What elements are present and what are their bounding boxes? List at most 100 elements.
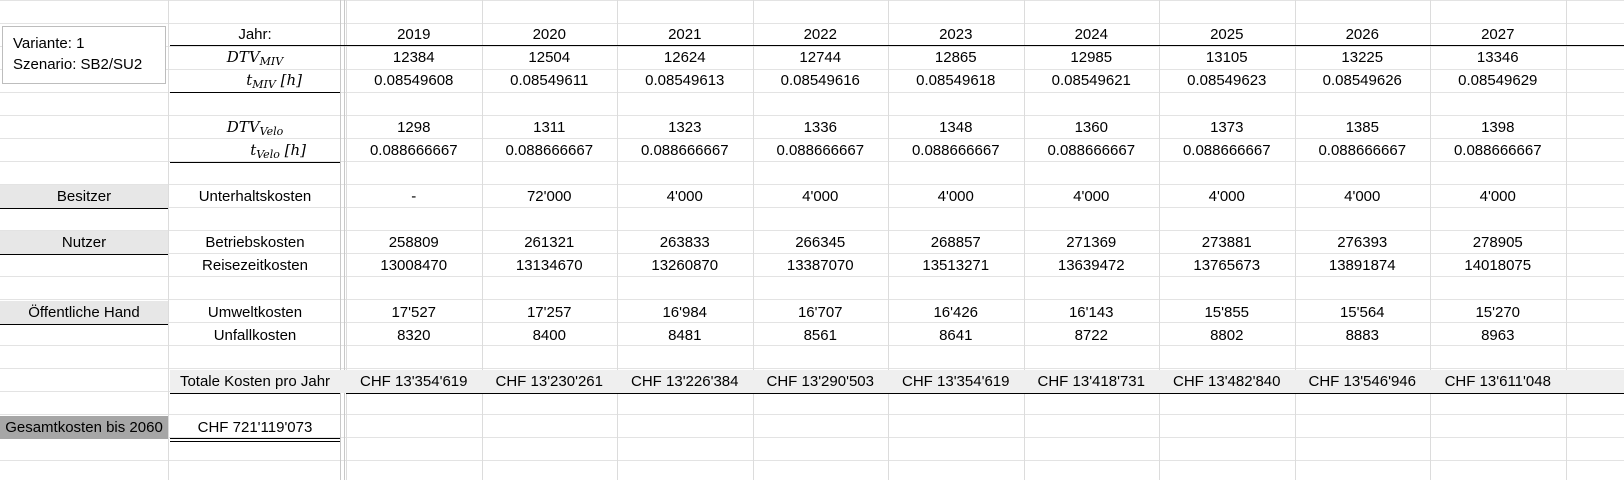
reisezeitkosten-cell-2027[interactable]: 14018075: [1464, 257, 1532, 274]
unterhaltskosten-cell-2026[interactable]: 4'000: [1344, 188, 1381, 205]
unfallkosten-cell-2025[interactable]: 8802: [1210, 327, 1244, 344]
total-cost-cell-2023[interactable]: CHF 13'354'619: [902, 373, 1010, 390]
total-cost-cell-2025[interactable]: CHF 13'482'840: [1173, 373, 1281, 390]
unterhaltskosten-cell-2019[interactable]: -: [411, 188, 417, 205]
year-header-2021[interactable]: 2021: [668, 26, 702, 43]
unfallkosten-cell-2019[interactable]: 8320: [397, 327, 431, 344]
unterhaltskosten-cell-2022[interactable]: 4'000: [802, 188, 839, 205]
year-header-2027[interactable]: 2027: [1481, 26, 1515, 43]
item-umweltkosten-label[interactable]: Umweltkosten: [207, 304, 303, 321]
gesamtkosten-value[interactable]: CHF 721'119'073: [197, 419, 313, 436]
category-nutzer[interactable]: Nutzer: [0, 231, 168, 254]
dtv-velo-cell-2019[interactable]: 1298: [397, 119, 431, 136]
year-header-2019[interactable]: 2019: [397, 26, 431, 43]
year-header-2024[interactable]: 2024: [1074, 26, 1108, 43]
t-velo-label[interactable]: tVelo [h]: [170, 139, 340, 162]
t-velo-cell-2025[interactable]: 0.088666667: [1182, 142, 1271, 159]
unterhaltskosten-cell-2024[interactable]: 4'000: [1073, 188, 1110, 205]
t-velo-cell-2022[interactable]: 0.088666667: [776, 142, 865, 159]
t-velo-cell-2024[interactable]: 0.088666667: [1047, 142, 1136, 159]
t-miv-cell-2025[interactable]: 0.08549623: [1187, 72, 1267, 89]
t-miv-cell-2022[interactable]: 0.08549616: [780, 72, 860, 89]
dtv-velo-cell-2024[interactable]: 1360: [1074, 119, 1108, 136]
item-betriebskosten-label[interactable]: Betriebskosten: [205, 234, 305, 251]
dtv-miv-cell-2022[interactable]: 12744: [799, 49, 842, 66]
betriebskosten-cell-2020[interactable]: 261321: [524, 234, 575, 251]
unfallkosten-cell-2020[interactable]: 8400: [532, 327, 566, 344]
t-miv-cell-2027[interactable]: 0.08549629: [1458, 72, 1538, 89]
item-unterhaltskosten-label[interactable]: Unterhaltskosten: [198, 188, 312, 205]
betriebskosten-cell-2027[interactable]: 278905: [1472, 234, 1523, 251]
total-cost-cell-2027[interactable]: CHF 13'611'048: [1444, 373, 1551, 390]
umweltkosten-cell-2019[interactable]: 17'527: [391, 304, 437, 321]
betriebskosten-cell-2024[interactable]: 271369: [1066, 234, 1117, 251]
reisezeitkosten-cell-2020[interactable]: 13134670: [515, 257, 583, 274]
item-reisezeitkosten-label[interactable]: Reisezeitkosten: [202, 257, 308, 274]
umweltkosten-cell-2023[interactable]: 16'426: [933, 304, 979, 321]
item-unfallkosten-label[interactable]: Unfallkosten: [213, 327, 297, 344]
reisezeitkosten-cell-2019[interactable]: 13008470: [380, 257, 448, 274]
t-velo-cell-2026[interactable]: 0.088666667: [1318, 142, 1407, 159]
unterhaltskosten-cell-2020[interactable]: 72'000: [526, 188, 572, 205]
t-velo-cell-2027[interactable]: 0.088666667: [1453, 142, 1542, 159]
totals-label[interactable]: Totale Kosten pro Jahr: [179, 373, 331, 390]
dtv-velo-cell-2022[interactable]: 1336: [803, 119, 837, 136]
dtv-velo-cell-2027[interactable]: 1398: [1481, 119, 1515, 136]
t-miv-label[interactable]: tMIV [h]: [170, 69, 340, 92]
unterhaltskosten-cell-2025[interactable]: 4'000: [1208, 188, 1245, 205]
unfallkosten-cell-2022[interactable]: 8561: [803, 327, 837, 344]
dtv-velo-cell-2020[interactable]: 1311: [533, 119, 566, 136]
dtv-miv-cell-2023[interactable]: 12865: [934, 49, 977, 66]
total-cost-cell-2019[interactable]: CHF 13'354'619: [360, 373, 468, 390]
dtv-velo-label[interactable]: DTVVelo: [170, 116, 340, 139]
total-cost-cell-2020[interactable]: CHF 13'230'261: [495, 373, 603, 390]
category-besitzer[interactable]: Besitzer: [0, 185, 168, 208]
year-header-label[interactable]: Jahr:: [238, 26, 272, 43]
t-velo-cell-2021[interactable]: 0.088666667: [640, 142, 729, 159]
umweltkosten-cell-2024[interactable]: 16'143: [1068, 304, 1114, 321]
dtv-miv-cell-2021[interactable]: 12624: [663, 49, 706, 66]
reisezeitkosten-cell-2022[interactable]: 13387070: [786, 257, 854, 274]
dtv-velo-cell-2025[interactable]: 1373: [1210, 119, 1244, 136]
t-miv-cell-2023[interactable]: 0.08549618: [916, 72, 996, 89]
unterhaltskosten-cell-2027[interactable]: 4'000: [1479, 188, 1516, 205]
t-miv-cell-2021[interactable]: 0.08549613: [645, 72, 725, 89]
reisezeitkosten-cell-2021[interactable]: 13260870: [651, 257, 719, 274]
dtv-miv-cell-2027[interactable]: 13346: [1476, 49, 1519, 66]
betriebskosten-cell-2022[interactable]: 266345: [795, 234, 846, 251]
unfallkosten-cell-2026[interactable]: 8883: [1345, 327, 1379, 344]
year-header-2025[interactable]: 2025: [1210, 26, 1244, 43]
dtv-miv-cell-2026[interactable]: 13225: [1341, 49, 1384, 66]
betriebskosten-cell-2023[interactable]: 268857: [930, 234, 981, 251]
unfallkosten-cell-2024[interactable]: 8722: [1074, 327, 1108, 344]
umweltkosten-cell-2020[interactable]: 17'257: [526, 304, 572, 321]
reisezeitkosten-cell-2024[interactable]: 13639472: [1057, 257, 1125, 274]
unfallkosten-cell-2021[interactable]: 8481: [668, 327, 702, 344]
unfallkosten-cell-2027[interactable]: 8963: [1481, 327, 1515, 344]
dtv-miv-label[interactable]: DTVMIV: [170, 46, 340, 69]
t-miv-cell-2020[interactable]: 0.08549611: [510, 72, 589, 89]
t-miv-cell-2019[interactable]: 0.08549608: [374, 72, 454, 89]
dtv-velo-cell-2023[interactable]: 1348: [939, 119, 973, 136]
umweltkosten-cell-2025[interactable]: 15'855: [1204, 304, 1250, 321]
year-header-2022[interactable]: 2022: [803, 26, 837, 43]
unterhaltskosten-cell-2023[interactable]: 4'000: [937, 188, 974, 205]
betriebskosten-cell-2026[interactable]: 276393: [1337, 234, 1388, 251]
unterhaltskosten-cell-2021[interactable]: 4'000: [666, 188, 703, 205]
total-cost-cell-2021[interactable]: CHF 13'226'384: [631, 373, 739, 390]
category-oeffentliche-hand[interactable]: Öffentliche Hand: [0, 301, 168, 324]
t-miv-cell-2024[interactable]: 0.08549621: [1051, 72, 1131, 89]
umweltkosten-cell-2026[interactable]: 15'564: [1339, 304, 1385, 321]
umweltkosten-cell-2021[interactable]: 16'984: [662, 304, 708, 321]
total-cost-cell-2026[interactable]: CHF 13'546'946: [1308, 373, 1416, 390]
betriebskosten-cell-2021[interactable]: 263833: [659, 234, 710, 251]
year-header-2023[interactable]: 2023: [939, 26, 973, 43]
year-header-2020[interactable]: 2020: [532, 26, 566, 43]
total-cost-cell-2024[interactable]: CHF 13'418'731: [1037, 373, 1145, 390]
t-velo-cell-2023[interactable]: 0.088666667: [911, 142, 1000, 159]
total-cost-cell-2022[interactable]: CHF 13'290'503: [766, 373, 874, 390]
reisezeitkosten-cell-2026[interactable]: 13891874: [1328, 257, 1396, 274]
reisezeitkosten-cell-2023[interactable]: 13513271: [922, 257, 990, 274]
betriebskosten-cell-2019[interactable]: 258809: [388, 234, 439, 251]
